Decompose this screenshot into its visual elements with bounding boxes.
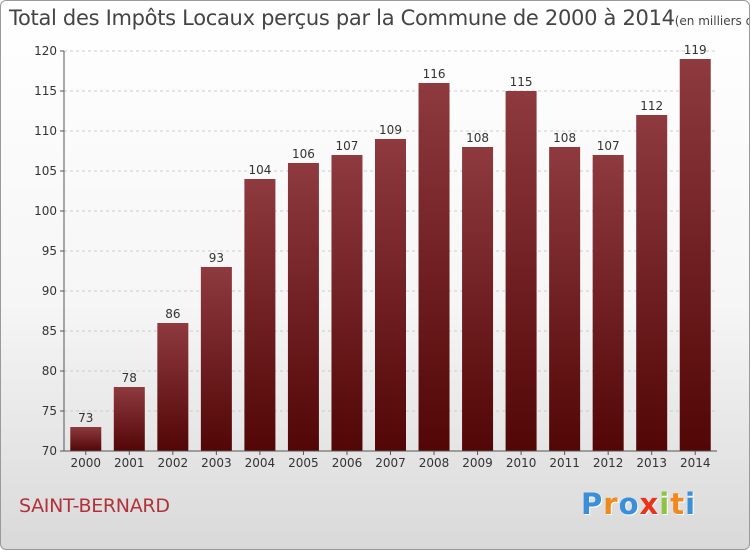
y-tick-label: 115	[34, 84, 57, 98]
value-label-2013: 112	[640, 99, 663, 113]
value-label-2011: 108	[553, 131, 576, 145]
value-label-2005: 106	[292, 147, 315, 161]
x-tick-label-2008: 2008	[419, 456, 450, 470]
x-tick-label-2003: 2003	[201, 456, 232, 470]
y-tick-label: 100	[34, 204, 57, 218]
logo-letter: o	[618, 487, 640, 521]
bar-2003[interactable]	[200, 267, 232, 451]
proxiti-logo[interactable]: Proxiti	[581, 487, 696, 521]
x-tick-label-2001: 2001	[114, 456, 145, 470]
y-tick-label: 80	[42, 364, 57, 378]
x-tick-label-2007: 2007	[375, 456, 406, 470]
x-tick-label-2011: 2011	[549, 456, 580, 470]
bar-2005[interactable]	[287, 163, 319, 451]
y-tick-label: 70	[42, 444, 57, 458]
x-tick-label-2014: 2014	[680, 456, 711, 470]
x-tick-label-2002: 2002	[158, 456, 189, 470]
y-tick-label: 90	[42, 284, 57, 298]
value-label-2007: 109	[379, 123, 402, 137]
y-tick-label: 75	[42, 404, 57, 418]
logo-letter: i	[659, 487, 671, 521]
x-tick-label-2009: 2009	[462, 456, 493, 470]
title-unit: (en milliers d'€)	[674, 14, 749, 28]
bar-2007[interactable]	[375, 139, 406, 451]
value-label-2003: 93	[209, 251, 224, 265]
value-label-2009: 108	[466, 131, 489, 145]
y-tick-label: 120	[34, 44, 57, 58]
x-tick-label-2004: 2004	[245, 456, 276, 470]
logo-letter: P	[581, 487, 604, 521]
bar-2011[interactable]	[549, 147, 581, 451]
bar-2004[interactable]	[244, 179, 276, 451]
value-label-2002: 86	[165, 307, 180, 321]
y-tick-label: 105	[34, 164, 57, 178]
value-label-2010: 115	[510, 75, 533, 89]
y-tick-label: 95	[42, 244, 57, 258]
value-label-2001: 78	[122, 371, 137, 385]
bar-2006[interactable]	[331, 155, 363, 451]
x-tick-label-2012: 2012	[593, 456, 624, 470]
value-label-2000: 73	[78, 411, 93, 425]
axes: 70 75 80 85 90 95 100 105 110 115 120 2000 2001 2002 2…	[34, 44, 717, 470]
value-label-2006: 107	[336, 139, 359, 153]
x-tick-label-2006: 2006	[332, 456, 363, 470]
bar-2013[interactable]	[636, 115, 668, 451]
value-labels: 73 78 86 93 104 106 107 109 116 108 115 108 107 112 11…	[78, 43, 707, 425]
x-tick-label-2010: 2010	[506, 456, 537, 470]
bar-2008[interactable]	[418, 83, 450, 451]
y-tick-label: 110	[34, 124, 57, 138]
bars	[70, 59, 711, 451]
x-tick-label-2000: 2000	[70, 456, 101, 470]
x-tick-label-2005: 2005	[288, 456, 319, 470]
value-label-2012: 107	[597, 139, 620, 153]
bar-chart: 73 78 86 93 104 106 107 109 116 108 115 108 107 112 11…	[34, 43, 717, 470]
y-tick-label: 85	[42, 324, 57, 338]
bar-2000[interactable]	[70, 427, 102, 451]
bar-2001[interactable]	[113, 387, 145, 451]
logo-letter: i	[685, 487, 697, 521]
value-label-2014: 119	[684, 43, 707, 57]
logo-letter: t	[670, 487, 686, 521]
value-label-2008: 116	[423, 67, 446, 81]
bar-2010[interactable]	[505, 91, 537, 451]
bar-2009[interactable]	[462, 147, 494, 451]
logo-letter: r	[603, 487, 619, 521]
logo-letter: x	[639, 487, 660, 521]
bar-2014[interactable]	[679, 59, 711, 451]
value-label-2004: 104	[248, 163, 271, 177]
bar-2012[interactable]	[592, 155, 624, 451]
chart-title: Total des Impôts Locaux perçus par la Co…	[9, 6, 749, 30]
x-tick-label-2013: 2013	[636, 456, 667, 470]
commune-name: SAINT-BERNARD	[19, 495, 170, 517]
title-text: Total des Impôts Locaux perçus par la Co…	[9, 6, 675, 30]
bar-2002[interactable]	[157, 323, 189, 451]
